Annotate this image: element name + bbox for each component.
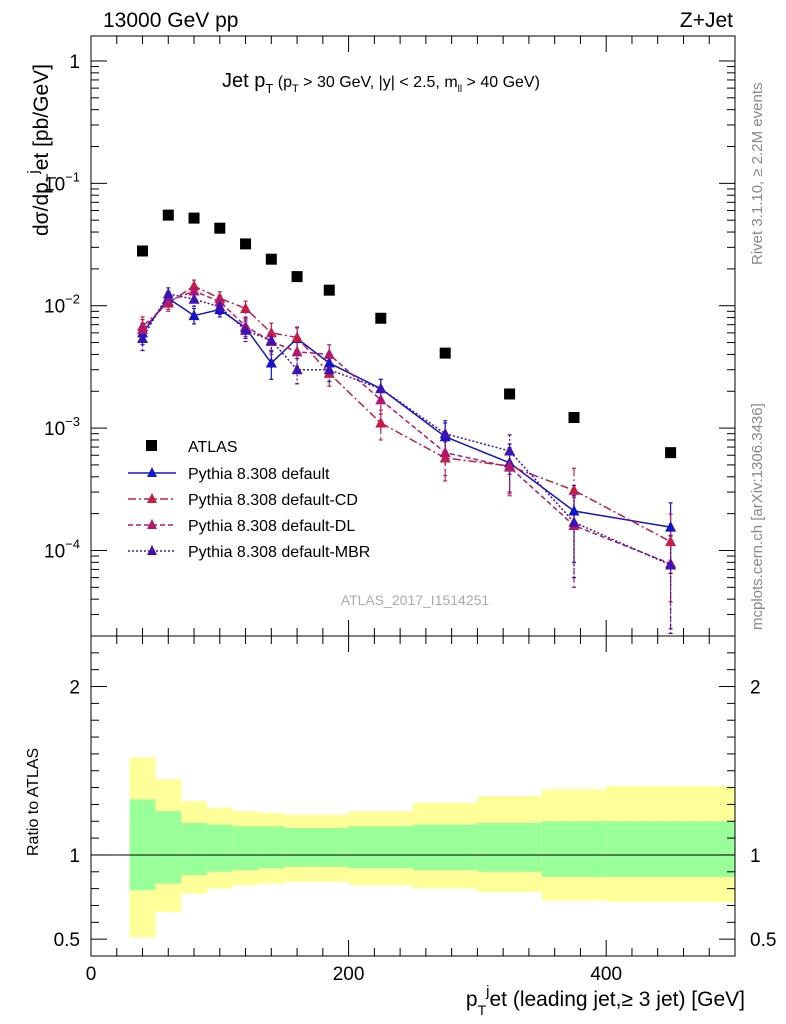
- data-point-pythia-8-308-default-mbr: [439, 427, 451, 439]
- data-point-atlas: [214, 222, 226, 234]
- data-point-pythia-8-308-default-cd: [375, 417, 387, 428]
- data-point-atlas: [240, 238, 252, 250]
- data-point-atlas: [162, 209, 174, 221]
- data-point-pythia-8-308-default-dl: [291, 345, 303, 357]
- ratio-band-inner: [413, 824, 478, 871]
- data-point-atlas: [265, 253, 277, 265]
- ratio-axes: 0.5 0.5 1 1 2 2: [54, 652, 776, 951]
- data-point-pythia-8-308-default-dl: [439, 446, 451, 458]
- data-point-pythia-8-308-default-mbr: [375, 382, 387, 394]
- data-point-pythia-8-308-default: [568, 505, 580, 516]
- series-layer: [137, 209, 677, 635]
- legend-marker-mbr: [147, 545, 157, 555]
- data-point-atlas: [188, 212, 200, 224]
- ratio-tick-label-right: 0.5: [750, 930, 776, 951]
- data-point-pythia-8-308-default-cd: [265, 326, 277, 338]
- header-right: Z+Jet: [680, 9, 733, 32]
- data-point-atlas: [323, 284, 335, 296]
- data-point-pythia-8-308-default-cd: [291, 331, 303, 342]
- legend-marker-default: [147, 467, 157, 477]
- data-point-pythia-8-308-default: [188, 309, 200, 321]
- y-axis-label: dσ/dpTjet [pb/GeV]: [25, 64, 59, 236]
- main-axes: 0 200 400 1 10−1 10−2 10−3 10−4: [44, 36, 736, 985]
- mcplots-label: mcplots.cern.ch [arXiv:1306.3436]: [749, 403, 766, 630]
- x-tick-label: 200: [333, 964, 365, 985]
- y-tick-label: 10−3: [44, 414, 80, 440]
- data-point-pythia-8-308-default-mbr: [137, 332, 149, 343]
- legend-label-default: Pythia 8.308 default: [188, 466, 330, 483]
- ratio-band-inner: [155, 811, 182, 884]
- x-axis-label: pTjet (leading jet,≥ 3 jet) [GeV]: [466, 983, 745, 1018]
- ratio-band-inner: [541, 821, 607, 877]
- ratio-tick-label-right: 2: [750, 678, 761, 699]
- data-point-pythia-8-308-default-mbr: [214, 300, 226, 312]
- data-point-pythia-8-308-default-mbr: [188, 293, 200, 304]
- y-tick-label: 10−2: [44, 292, 80, 318]
- data-point-atlas: [568, 412, 580, 424]
- ratio-band-inner: [181, 822, 207, 876]
- ratio-band-inner: [348, 826, 413, 869]
- legend-marker-atlas: [146, 440, 157, 451]
- legend: ATLAS Pythia 8.308 default Pythia 8.308 …: [128, 439, 370, 561]
- legend-marker-dl: [147, 519, 157, 529]
- data-point-pythia-8-308-default-cd: [240, 302, 252, 313]
- data-point-pythia-8-308-default-dl: [323, 348, 335, 359]
- data-point-pythia-8-308-default-mbr: [323, 363, 335, 375]
- data-point-atlas: [291, 271, 303, 283]
- y-tick-label: 1: [69, 52, 80, 73]
- header-left: 13000 GeV pp: [103, 9, 238, 32]
- ratio-band-inner: [232, 826, 259, 871]
- data-point-atlas: [665, 447, 677, 459]
- data-point-pythia-8-308-default-cd: [568, 484, 580, 495]
- data-point-pythia-8-308-default: [323, 357, 335, 368]
- ratio-band-inner: [258, 826, 285, 869]
- data-point-pythia-8-308-default-cd: [439, 451, 451, 463]
- data-point-pythia-8-308-default-dl: [375, 393, 387, 405]
- legend-label-dl: Pythia 8.308 default-DL: [188, 518, 355, 535]
- data-point-pythia-8-308-default-dl: [504, 461, 516, 472]
- y-tick-label: 10−1: [44, 169, 80, 195]
- ratio-band-inner: [606, 821, 735, 877]
- ratio-band-inner: [129, 799, 156, 891]
- ratio-tick-label: 1: [69, 846, 80, 867]
- data-point-atlas: [504, 388, 516, 400]
- data-point-pythia-8-308-default: [665, 521, 677, 532]
- y-tick-label: 10−4: [44, 536, 80, 562]
- data-point-pythia-8-308-default-mbr: [291, 363, 303, 375]
- data-point-pythia-8-308-default-mbr: [265, 334, 277, 345]
- legend-marker-cd: [147, 493, 157, 503]
- ratio-tick-label-right: 1: [750, 846, 761, 867]
- data-point-atlas: [375, 312, 387, 324]
- ratio-band-inner: [284, 828, 310, 867]
- ratio-bands: [91, 757, 735, 938]
- ratio-band-inner: [309, 828, 349, 867]
- data-point-pythia-8-308-default-mbr: [665, 559, 677, 570]
- data-point-pythia-8-308-default-dl: [162, 295, 174, 307]
- data-point-atlas: [137, 245, 149, 257]
- ratio-y-axis-label: Ratio to ATLAS: [25, 748, 42, 856]
- ratio-tick-label: 2: [69, 678, 80, 699]
- ratio-tick-label: 0.5: [54, 930, 80, 951]
- data-point-pythia-8-308-default-mbr: [162, 287, 174, 299]
- x-tick-label: 0: [86, 964, 97, 985]
- analysis-watermark: ATLAS_2017_I1514251: [341, 592, 490, 608]
- x-tick-label: 400: [590, 964, 622, 985]
- legend-label-cd: Pythia 8.308 default-CD: [188, 492, 358, 509]
- data-point-pythia-8-308-default: [265, 357, 277, 368]
- data-point-pythia-8-308-default-mbr: [504, 444, 516, 456]
- data-point-pythia-8-308-default-mbr: [568, 516, 580, 527]
- rivet-version-label: Rivet 3.1.10, ≥ 2.2M events: [749, 83, 766, 266]
- data-point-pythia-8-308-default-mbr: [240, 324, 252, 335]
- legend-label-atlas: ATLAS: [188, 439, 238, 456]
- ratio-plot-frame: [90, 635, 736, 957]
- data-point-pythia-8-308-default-dl: [137, 323, 149, 334]
- legend-label-mbr: Pythia 8.308 default-MBR: [188, 544, 370, 561]
- data-point-atlas: [439, 347, 451, 359]
- ratio-band-inner: [206, 824, 233, 872]
- data-point-pythia-8-308-default-dl: [188, 284, 200, 296]
- ratio-band-inner: [477, 822, 542, 872]
- chart-title: Jet pT (pT > 30 GeV, |y| < 2.5, mll > 40…: [222, 70, 540, 96]
- data-point-pythia-8-308-default-cd: [665, 535, 677, 547]
